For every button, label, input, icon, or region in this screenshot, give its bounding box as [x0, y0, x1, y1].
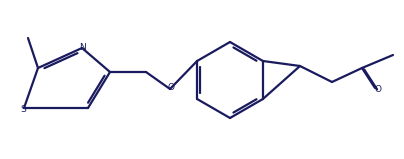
Text: N: N	[80, 42, 86, 52]
Text: O: O	[168, 83, 175, 93]
Text: S: S	[20, 104, 26, 114]
Text: O: O	[375, 86, 381, 94]
